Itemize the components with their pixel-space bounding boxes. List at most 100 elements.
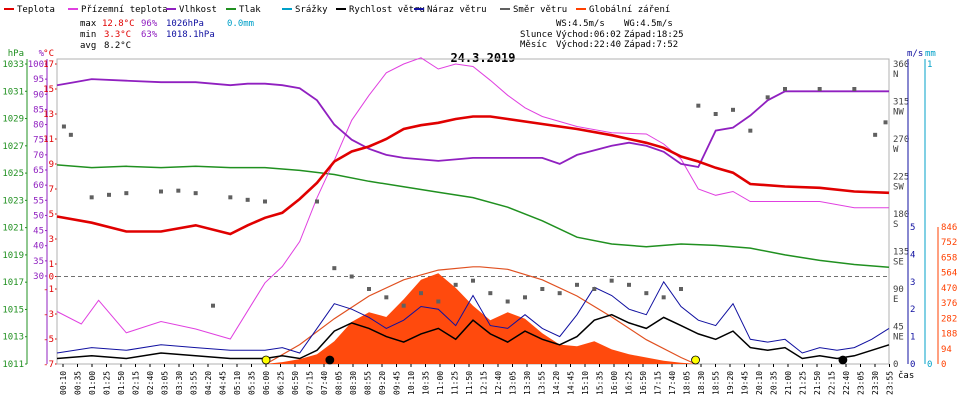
info-sunrise: Východ:06:02 [556,30,621,40]
humidity-axis-tick-label: 100 [28,60,44,70]
direction-tick-label: 270 [893,135,909,145]
legend-label: Globální záření [589,5,670,15]
x-tick-label: 17:40 [668,371,677,395]
wind-direction-point [245,197,250,202]
humidity-axis-tick-label: 90 [33,90,44,100]
sunset-marker [691,355,700,365]
humidity-axis-tick-label: 45 [33,227,44,237]
wind-direction-point [609,278,614,283]
x-tick-label: 12:15 [480,371,489,395]
stat-min-hum: 63% [141,30,158,40]
rain-axis-unit: mm [925,49,936,59]
x-tick-label: 10:35 [422,371,431,395]
humidity-axis-tick-label: 85 [33,105,44,115]
wind-direction-point [883,120,888,125]
info-wg: WG:4.5m/s [624,19,673,29]
plot-area [56,57,890,365]
wind-direction-point [211,303,215,308]
temperature-axis-tick-label: 0 [49,273,54,283]
hpa-axis-unit: hPa [8,49,24,59]
legend-label: Srážky [295,5,328,15]
stat-max-rain: 0.0mm [227,19,254,29]
legend-label: Vlhkost [179,5,217,15]
x-tick-label: 22:15 [828,371,837,395]
x-tick-label: 13:05 [509,371,518,395]
direction-tick-label: 360 [893,60,909,70]
temperature-axis-tick-label: -5 [43,335,54,345]
stat-avg-temp: 8.2°C [104,41,131,51]
wind-direction-point [748,128,753,133]
wind-speed-line [56,313,890,360]
x-tick-label: 11:50 [465,371,474,395]
radiation-tick-label: 470 [941,284,957,294]
stat-max-label: max [80,19,97,29]
x-tick-label: 16:00 [610,371,619,395]
x-tick-label: 11:00 [436,371,445,395]
hpa-axis-tick-label: 1033 [2,60,24,70]
direction-tick-label: 45 [893,323,904,333]
x-tick-label: 11:25 [451,371,460,395]
x-tick-label: 08:30 [349,371,358,395]
x-tick-label: 21:50 [813,371,822,395]
chart-title: 24.3.2019 [450,51,515,65]
hpa-axis-tick-label: 1015 [2,305,24,315]
temperature-axis-tick-label: 9 [49,160,54,170]
hpa-axis-tick-label: 1023 [2,196,24,206]
humidity-axis-tick-label: 65 [33,166,44,176]
wind-direction-point [61,124,66,129]
direction-tick-label: 0 [893,360,898,370]
wind-direction-point [193,191,198,196]
hpa-axis-tick-label: 1019 [2,251,24,261]
direction-tick-label: NE [893,333,904,343]
temperature-axis-unit: °C [43,49,54,59]
sun-moon-info: WS:4.5m/s WG:4.5m/s Slunce Východ:06:02 … [520,19,684,50]
hpa-axis-tick-label: 1027 [2,142,24,152]
temperature-axis-tick-label: 7 [49,185,54,195]
radiation-tick-label: 752 [941,238,957,248]
x-tick-label: 04:45 [219,371,228,395]
x-tick-label: 14:20 [552,371,561,395]
humidity-axis-unit: % [39,49,45,59]
wind-direction-point [696,103,701,108]
direction-tick-label: 225 [893,173,909,183]
wind-direction-point [228,195,233,200]
x-tick-label: 06:25 [277,371,286,395]
x-tick-label: 00:10 [59,371,68,395]
wind-direction-point [349,274,354,279]
info-moon-label: Měsíc [520,40,547,50]
x-tick-label: 23:30 [871,371,880,395]
direction-tick-label: NW [893,108,904,118]
info-ws: WS:4.5m/s [556,19,605,29]
info-moonrise: Východ:22:40 [556,40,621,50]
x-tick-label: 12:40 [494,371,503,395]
speed-tick-label: 2 [910,305,915,315]
wind-direction-point [453,282,458,287]
wind-direction-point [873,132,878,137]
humidity-axis-tick-label: 80 [33,121,44,131]
x-tick-label: 06:00 [262,371,271,395]
legend-label: Náraz větru [427,5,487,15]
x-tick-label: 19:45 [741,371,750,395]
stat-max-temp: 12.8°C [102,19,135,29]
x-tick-label: 09:45 [393,371,402,395]
direction-tick-label: 135 [893,248,909,258]
wind-direction-point [68,132,73,137]
wind-direction-point [731,107,735,112]
legend-label: Rychlost větru [349,5,425,15]
humidity-axis-tick-label: 70 [33,151,44,161]
temperature-axis-tick-label: -3 [43,310,54,320]
stat-max-press: 1026hPa [166,19,204,29]
wind-direction-point [89,195,94,200]
direction-tick-label: SE [893,258,904,268]
radiation-tick-label: 846 [941,223,957,233]
temperature-axis-tick-label: 1 [49,260,54,270]
humidity-axis-tick-label: 75 [33,136,44,146]
humidity-axis-tick-label: 35 [33,257,44,267]
x-tick-label: 23:55 [886,371,895,395]
y-axes: hPa1033103110291027102510231021101910171… [2,49,957,370]
hpa-axis-tick-label: 1031 [2,87,24,97]
wind-direction-point [332,266,337,271]
pressure-line [56,164,890,268]
hpa-axis-tick-label: 1029 [2,115,24,125]
ground-temp-line [56,57,889,340]
